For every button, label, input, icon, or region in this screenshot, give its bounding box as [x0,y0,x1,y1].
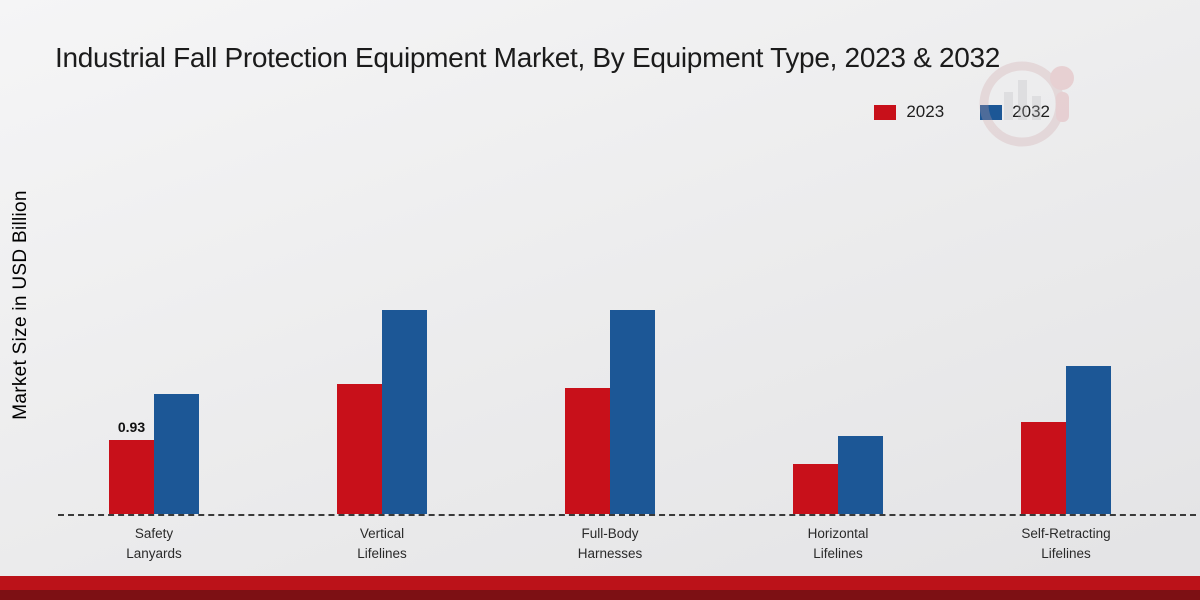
x-axis-labels: Safety Lanyards Vertical Lifelines Full-Body… [40,524,1180,563]
category-label-2: Vertical Lifelines [357,526,407,561]
category-label-3: Full-Body Harnesses [577,526,643,561]
category-label-4: Horizontal Lifelines [807,526,869,561]
y-axis-label-container: Market Size in USD Billion [0,80,42,530]
legend-item-2023: 2023 [874,102,944,122]
legend-label-2032: 2032 [1012,102,1050,121]
bar-2032-safety-lanyards [154,394,199,514]
bar-group-5 [952,94,1180,514]
bar-2032-self-retracting-lifelines [1066,366,1111,514]
bar-value-label: 0.93 [117,419,146,435]
bar-plot-area: 0.93 [40,94,1180,514]
bar-2023-safety-lanyards: 0.93 [109,419,154,514]
legend-swatch-2032 [980,104,1003,120]
x-axis-baseline [58,514,1196,516]
category-label-cell: Self-Retracting Lifelines [952,524,1180,563]
bar-2023-self-retracting-lifelines [1021,422,1066,514]
watermark-logo-icon [979,61,1074,147]
category-label-cell: Horizontal Lifelines [724,524,952,563]
legend: 2023 2032 [874,102,1050,122]
legend-label-2023: 2023 [906,102,945,121]
bar-2032-vertical-lifelines [382,310,427,514]
bar-2023-horizontal-lifelines [793,464,838,514]
bar-2023-full-body-harnesses [565,388,610,514]
y-axis-label: Market Size in USD Billion [10,190,32,420]
bar-group-4 [724,94,952,514]
bar-group-3 [496,94,724,514]
category-label-cell: Safety Lanyards [40,524,268,563]
legend-swatch-2023 [874,104,897,120]
category-label-1: Safety Lanyards [126,526,182,561]
bar-group-1: 0.93 [40,94,268,514]
category-label-cell: Vertical Lifelines [268,524,496,563]
bar-2032-full-body-harnesses [610,310,655,514]
bar-2023-vertical-lifelines [337,384,382,514]
bar-group-2 [268,94,496,514]
category-label-5: Self-Retracting Lifelines [1021,526,1111,561]
category-label-cell: Full-Body Harnesses [496,524,724,563]
bar-2032-horizontal-lifelines [838,436,883,514]
legend-item-2032: 2032 [980,102,1050,122]
chart-title: Industrial Fall Protection Equipment Mar… [55,42,1001,73]
bottom-red-strip [0,576,1200,600]
